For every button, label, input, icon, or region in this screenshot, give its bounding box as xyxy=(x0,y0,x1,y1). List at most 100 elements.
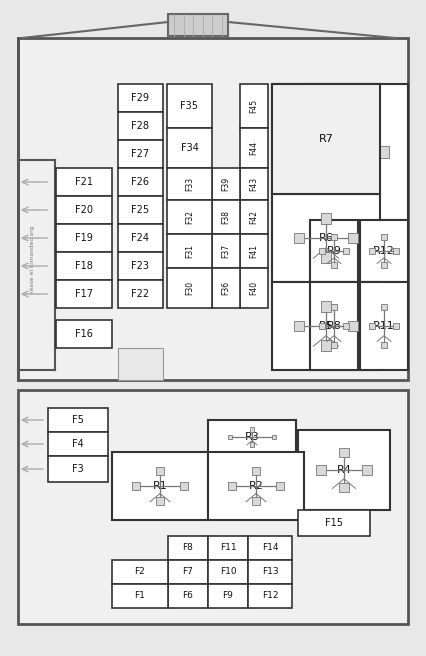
Bar xyxy=(208,536,248,560)
Text: F18: F18 xyxy=(75,261,93,271)
Bar xyxy=(48,456,108,482)
Bar xyxy=(208,420,296,454)
Bar xyxy=(168,584,208,608)
Bar xyxy=(118,280,163,308)
Bar xyxy=(56,224,112,252)
Text: F8: F8 xyxy=(183,544,193,552)
Bar xyxy=(18,390,408,624)
Text: F16: F16 xyxy=(75,329,93,339)
Text: F42: F42 xyxy=(250,210,259,224)
Text: F21: F21 xyxy=(75,177,93,187)
Bar xyxy=(360,282,408,370)
Bar xyxy=(272,194,380,282)
Bar xyxy=(310,84,408,220)
Text: F17: F17 xyxy=(75,289,93,299)
Bar xyxy=(56,168,112,196)
Bar xyxy=(346,133,360,146)
Bar xyxy=(320,157,332,170)
Bar xyxy=(294,321,304,331)
Bar xyxy=(240,84,268,128)
Bar xyxy=(250,428,254,432)
Bar xyxy=(212,234,240,268)
Bar xyxy=(228,482,236,490)
Bar xyxy=(48,408,108,432)
Bar xyxy=(167,200,212,234)
Bar xyxy=(276,482,284,490)
Text: F27: F27 xyxy=(132,149,150,159)
Bar xyxy=(321,213,331,224)
Text: F33: F33 xyxy=(185,177,194,191)
Bar xyxy=(320,108,332,121)
Bar xyxy=(381,304,387,310)
Text: véase el fornandeo.org: véase el fornandeo.org xyxy=(29,226,35,294)
Bar xyxy=(377,146,389,158)
Bar xyxy=(167,268,212,308)
Text: F39: F39 xyxy=(222,177,230,191)
Text: F19: F19 xyxy=(75,233,93,243)
Bar xyxy=(156,497,164,505)
Bar xyxy=(118,252,163,280)
Bar xyxy=(320,108,332,121)
Text: R12: R12 xyxy=(373,246,395,256)
Bar xyxy=(272,84,380,194)
Bar xyxy=(118,140,163,168)
Text: F35: F35 xyxy=(181,101,199,111)
Bar xyxy=(339,483,349,493)
Text: F30: F30 xyxy=(185,281,194,295)
Text: F31: F31 xyxy=(185,244,194,258)
Text: F34: F34 xyxy=(181,143,199,153)
Text: F4: F4 xyxy=(72,439,84,449)
Text: F10: F10 xyxy=(220,567,236,577)
Bar xyxy=(112,452,208,520)
Bar xyxy=(316,465,326,475)
Bar xyxy=(321,301,331,312)
Bar xyxy=(343,248,349,254)
Text: F9: F9 xyxy=(222,592,233,600)
Bar xyxy=(252,467,260,475)
Text: R7: R7 xyxy=(319,134,334,144)
Bar xyxy=(156,467,164,475)
Text: R3: R3 xyxy=(245,432,259,442)
Text: F13: F13 xyxy=(262,567,278,577)
Bar xyxy=(56,196,112,224)
Bar xyxy=(167,128,212,168)
Bar xyxy=(56,280,112,308)
Text: F40: F40 xyxy=(250,281,259,295)
Bar xyxy=(293,133,305,146)
Text: R10: R10 xyxy=(348,147,370,157)
Bar xyxy=(118,168,163,196)
Text: R6: R6 xyxy=(319,233,334,243)
Text: R4: R4 xyxy=(337,465,351,475)
Bar xyxy=(382,280,408,342)
Bar xyxy=(208,584,248,608)
Text: F25: F25 xyxy=(132,205,150,215)
Bar xyxy=(118,348,163,380)
Text: F24: F24 xyxy=(132,233,150,243)
Bar xyxy=(381,234,387,240)
Text: F41: F41 xyxy=(250,244,259,258)
Text: F23: F23 xyxy=(132,261,150,271)
Bar xyxy=(331,304,337,310)
Text: F43: F43 xyxy=(250,177,259,191)
Bar xyxy=(343,323,349,329)
Bar xyxy=(353,176,365,188)
Text: F6: F6 xyxy=(183,592,193,600)
Text: F22: F22 xyxy=(132,289,150,299)
Bar xyxy=(240,128,268,168)
Bar xyxy=(321,340,331,351)
Bar xyxy=(331,234,337,240)
Bar xyxy=(381,342,387,348)
Bar xyxy=(360,220,408,282)
Bar xyxy=(118,112,163,140)
Bar xyxy=(180,482,188,490)
Text: F20: F20 xyxy=(75,205,93,215)
Bar xyxy=(320,157,332,170)
Text: F28: F28 xyxy=(132,121,150,131)
Bar xyxy=(240,268,268,308)
Bar xyxy=(272,282,380,370)
Bar xyxy=(393,323,399,329)
Text: R1: R1 xyxy=(153,481,167,491)
Bar xyxy=(118,196,163,224)
Bar xyxy=(18,38,408,380)
Text: F5: F5 xyxy=(72,415,84,425)
